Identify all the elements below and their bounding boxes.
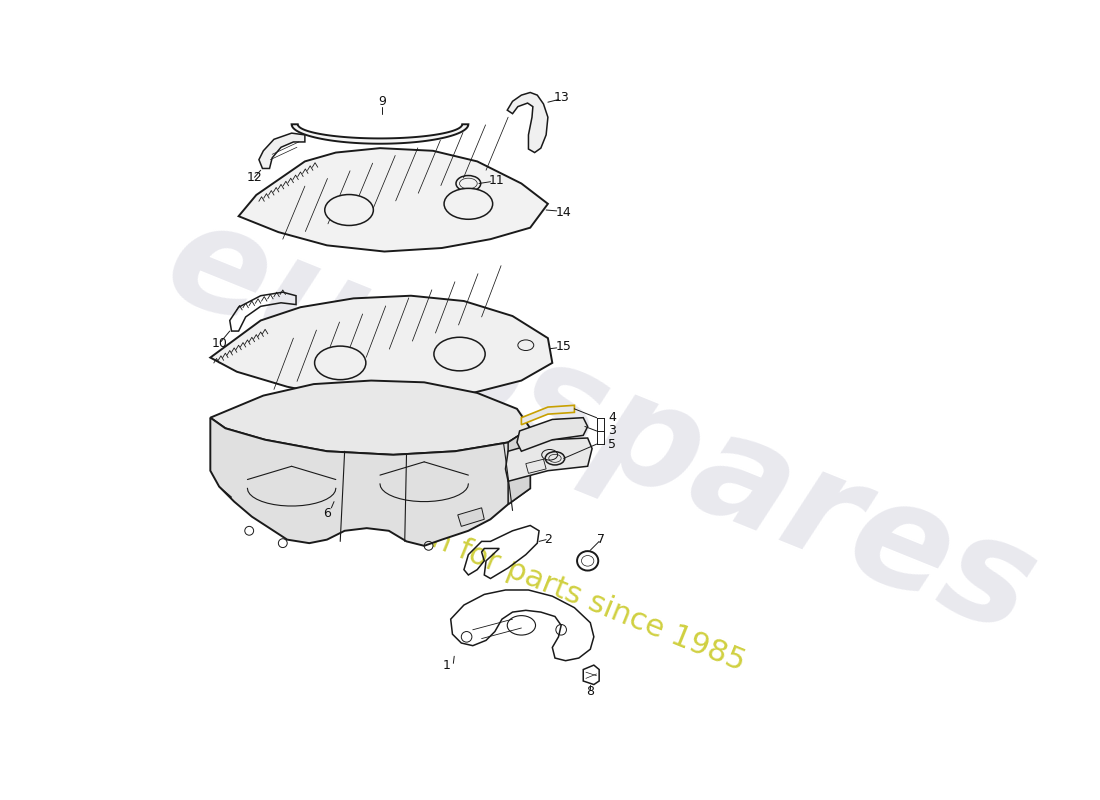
- Ellipse shape: [324, 194, 373, 226]
- Ellipse shape: [582, 555, 594, 566]
- Polygon shape: [506, 438, 592, 482]
- Polygon shape: [239, 148, 548, 251]
- Text: 2: 2: [544, 533, 552, 546]
- Text: 3: 3: [608, 425, 616, 438]
- Polygon shape: [458, 508, 484, 526]
- Text: 7: 7: [597, 533, 605, 546]
- Text: 12: 12: [246, 171, 263, 184]
- Polygon shape: [210, 418, 530, 546]
- Polygon shape: [517, 418, 587, 451]
- Text: 10: 10: [211, 337, 227, 350]
- Text: 14: 14: [556, 206, 572, 219]
- Text: 1: 1: [442, 658, 450, 672]
- Text: a passion for parts since 1985: a passion for parts since 1985: [311, 477, 749, 677]
- Text: 11: 11: [488, 174, 505, 187]
- Text: 4: 4: [608, 411, 616, 424]
- Text: 8: 8: [586, 685, 594, 698]
- Polygon shape: [508, 428, 530, 504]
- Text: 5: 5: [608, 438, 616, 450]
- Polygon shape: [210, 296, 552, 400]
- Polygon shape: [292, 124, 469, 144]
- Ellipse shape: [315, 346, 366, 380]
- Polygon shape: [258, 133, 305, 169]
- Ellipse shape: [444, 188, 493, 219]
- Polygon shape: [521, 406, 574, 425]
- Text: 6: 6: [323, 506, 331, 520]
- Ellipse shape: [433, 338, 485, 371]
- Text: 13: 13: [553, 91, 569, 104]
- Polygon shape: [210, 381, 530, 454]
- Text: 15: 15: [556, 341, 572, 354]
- Text: eurospares: eurospares: [146, 188, 1055, 665]
- Polygon shape: [507, 93, 548, 153]
- Text: 9: 9: [377, 95, 386, 108]
